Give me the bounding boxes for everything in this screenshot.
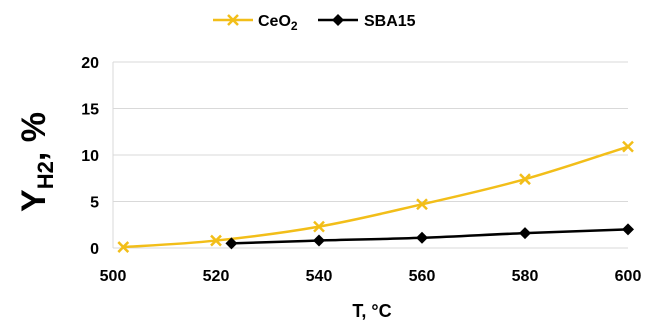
- y-tick-label: 15: [81, 102, 99, 119]
- data-point: [416, 231, 428, 244]
- data-point: [519, 227, 531, 240]
- y-tick-label: 0: [90, 241, 99, 258]
- x-tick-label: 520: [203, 268, 230, 285]
- y-tick-label: 5: [90, 195, 99, 212]
- data-point: [117, 241, 130, 253]
- x-tick-label: 540: [306, 268, 333, 285]
- legend-ceo2-label: CeO2: [258, 13, 298, 33]
- x-tick-label: 560: [409, 268, 436, 285]
- y-tick-label: 10: [81, 148, 99, 165]
- series-line: [123, 145, 629, 249]
- series-layer: [117, 140, 634, 253]
- data-point: [519, 173, 531, 186]
- data-point: [210, 234, 222, 247]
- data-point: [622, 223, 634, 236]
- y-axis-label: YH2, %: [15, 112, 58, 212]
- data-point: [313, 220, 325, 233]
- y-axis-label-sub: H2: [33, 161, 58, 189]
- series-sba15: [225, 223, 634, 250]
- gridlines: [112, 61, 628, 249]
- legend-sba15-label: SBA15: [364, 13, 416, 30]
- x-tick-label: 580: [512, 268, 539, 285]
- legend: CeO2 SBA15: [213, 13, 416, 33]
- legend-item-sba15: SBA15: [318, 13, 416, 30]
- data-point: [225, 237, 238, 250]
- x-axis-ticks: 500 520 540 560 580 600: [100, 268, 642, 285]
- y-tick-label: 20: [81, 55, 99, 72]
- series-ceo: [117, 140, 634, 253]
- data-point: [416, 198, 428, 211]
- x-tick-label: 500: [100, 268, 127, 285]
- x-axis-label: T, °C: [352, 301, 391, 321]
- legend-sba15-marker: [332, 14, 344, 26]
- svg-text:YH2, %: YH2, %: [15, 112, 58, 212]
- y-axis-ticks: 0 5 10 15 20: [81, 55, 99, 258]
- legend-item-ceo2: CeO2: [213, 13, 298, 33]
- data-point: [313, 234, 325, 247]
- data-point: [622, 140, 634, 153]
- legend-ceo2-marker: [227, 14, 239, 26]
- x-tick-label: 600: [615, 268, 642, 285]
- y-axis-label-suffix: , %: [15, 112, 53, 161]
- y-axis-label-main: Y: [15, 189, 53, 212]
